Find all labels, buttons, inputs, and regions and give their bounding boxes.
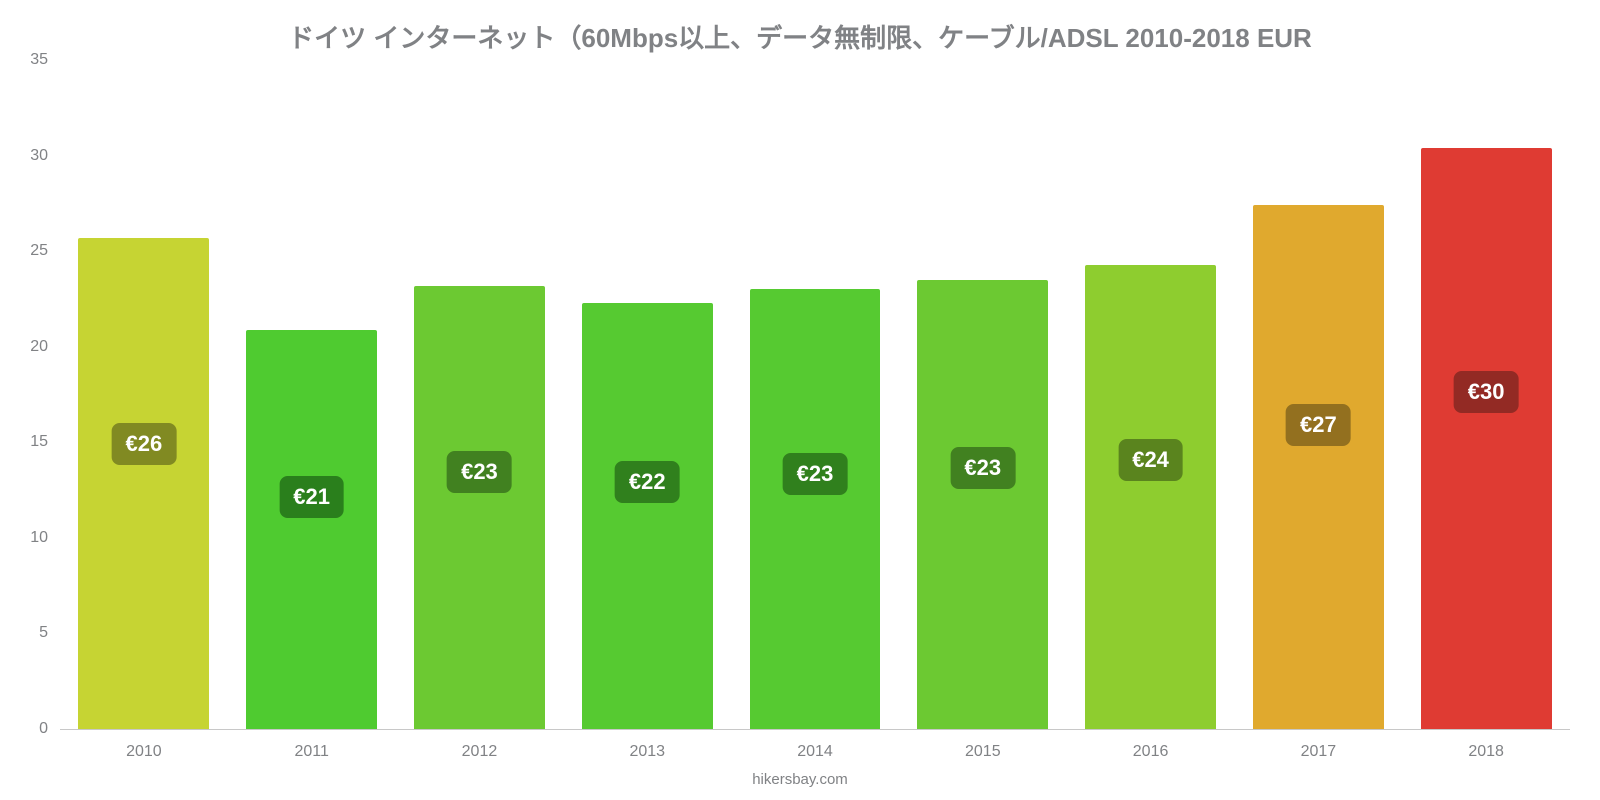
bar-value-badge: €23 xyxy=(783,453,848,495)
chart-title: ドイツ インターネット（60Mbps以上、データ無制限、ケーブル/ADSL 20… xyxy=(0,18,1600,55)
bar-slot: €232014 xyxy=(731,60,899,729)
bar-value-badge: €30 xyxy=(1454,371,1519,413)
bar: €21 xyxy=(246,330,377,729)
bar-slot: €302018 xyxy=(1402,60,1570,729)
x-tick-label: 2010 xyxy=(126,729,162,761)
bar: €23 xyxy=(917,280,1048,729)
bar: €27 xyxy=(1253,205,1384,729)
bar: €26 xyxy=(78,238,209,729)
bar-slot: €222013 xyxy=(563,60,731,729)
plot-area: €262010€212011€232012€222013€232014€2320… xyxy=(60,60,1570,730)
bar: €24 xyxy=(1085,265,1216,729)
y-tick-label: 0 xyxy=(39,720,60,738)
y-tick-label: 10 xyxy=(30,529,60,547)
x-tick-label: 2011 xyxy=(294,729,328,761)
x-tick-label: 2015 xyxy=(965,729,1001,761)
y-tick-label: 30 xyxy=(30,147,60,165)
bar: €23 xyxy=(414,286,545,729)
bar-slot: €232012 xyxy=(396,60,564,729)
x-tick-label: 2018 xyxy=(1468,729,1504,761)
bar-value-badge: €21 xyxy=(279,476,344,518)
x-tick-label: 2014 xyxy=(797,729,833,761)
bars-group: €262010€212011€232012€222013€232014€2320… xyxy=(60,60,1570,729)
bar-value-badge: €27 xyxy=(1286,404,1351,446)
bar-value-badge: €26 xyxy=(112,423,177,465)
bar: €22 xyxy=(582,303,713,729)
chart-container: ドイツ インターネット（60Mbps以上、データ無制限、ケーブル/ADSL 20… xyxy=(0,0,1600,800)
bar-value-badge: €23 xyxy=(950,447,1015,489)
y-tick-label: 15 xyxy=(30,433,60,451)
bar-slot: €232015 xyxy=(899,60,1067,729)
bar-value-badge: €24 xyxy=(1118,439,1183,481)
bar-slot: €212011 xyxy=(228,60,396,729)
bar-slot: €262010 xyxy=(60,60,228,729)
y-tick-label: 25 xyxy=(30,242,60,260)
bar: €30 xyxy=(1421,148,1552,729)
x-tick-label: 2016 xyxy=(1133,729,1169,761)
bar: €23 xyxy=(750,289,881,729)
x-tick-label: 2013 xyxy=(629,729,665,761)
bar-slot: €272017 xyxy=(1234,60,1402,729)
bar-value-badge: €23 xyxy=(447,451,512,493)
bar-value-badge: €22 xyxy=(615,461,680,503)
x-tick-label: 2012 xyxy=(462,729,498,761)
y-tick-label: 20 xyxy=(30,338,60,356)
attribution-text: hikersbay.com xyxy=(0,771,1600,788)
y-tick-label: 35 xyxy=(30,51,60,69)
y-tick-label: 5 xyxy=(39,624,60,642)
x-tick-label: 2017 xyxy=(1301,729,1337,761)
bar-slot: €242016 xyxy=(1067,60,1235,729)
